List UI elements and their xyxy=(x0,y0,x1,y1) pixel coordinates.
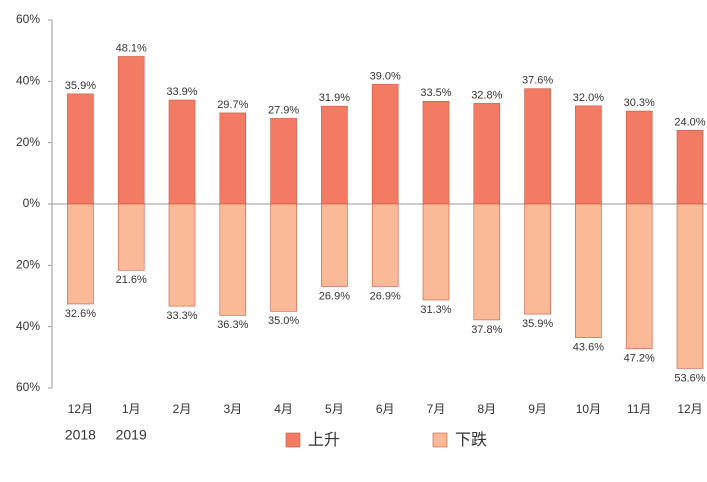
bar xyxy=(422,203,450,301)
legend-label: 下跌 xyxy=(455,431,487,449)
y-tick-label: 0% xyxy=(23,196,41,210)
bar xyxy=(575,203,602,339)
data-label: 35.9% xyxy=(522,318,553,330)
bar xyxy=(575,105,602,205)
legend-label: 上升 xyxy=(308,431,340,449)
data-label: 21.6% xyxy=(116,274,147,286)
data-label: 53.6% xyxy=(674,372,705,384)
y-tick-label: 20% xyxy=(16,258,40,272)
bar xyxy=(219,112,247,205)
x-tick-label: 10月 xyxy=(576,402,601,416)
x-tick-label: 2月 xyxy=(173,402,192,416)
bar xyxy=(676,130,704,205)
x-year-label: 2018 xyxy=(65,427,96,443)
data-label: 47.2% xyxy=(624,353,655,365)
legend-swatch xyxy=(432,432,448,448)
data-label: 43.6% xyxy=(573,342,604,354)
data-label: 33.3% xyxy=(166,310,197,322)
bar xyxy=(524,203,551,315)
bar xyxy=(270,118,297,205)
bar xyxy=(67,203,94,305)
bar xyxy=(117,56,145,205)
data-label: 24.0% xyxy=(674,116,705,128)
y-tick-label: 40% xyxy=(16,74,40,88)
y-tick-label: 60% xyxy=(16,380,40,394)
data-label: 48.1% xyxy=(116,42,147,54)
bar xyxy=(67,93,94,205)
bar xyxy=(422,100,450,205)
x-tick-label: 1月 xyxy=(122,402,141,416)
data-label: 39.0% xyxy=(370,70,401,82)
data-label: 32.8% xyxy=(471,89,502,101)
x-tick-label: 3月 xyxy=(223,402,242,416)
data-label: 29.7% xyxy=(217,99,248,111)
bar xyxy=(168,99,196,205)
data-label: 27.9% xyxy=(268,104,299,116)
data-label: 32.0% xyxy=(573,92,604,104)
legend-swatch xyxy=(285,432,301,448)
bar xyxy=(321,105,348,205)
x-tick-label: 12月 xyxy=(677,402,702,416)
x-tick-label: 6月 xyxy=(376,402,395,416)
data-label: 26.9% xyxy=(319,290,350,302)
data-label: 33.9% xyxy=(166,86,197,98)
data-label: 31.9% xyxy=(319,92,350,104)
x-tick-label: 7月 xyxy=(427,402,446,416)
y-tick-label: 40% xyxy=(16,319,40,333)
data-label: 26.9% xyxy=(370,290,401,302)
bar xyxy=(524,88,551,205)
bar xyxy=(270,203,297,312)
bar xyxy=(625,110,653,205)
x-tick-label: 9月 xyxy=(528,402,547,416)
data-label: 37.8% xyxy=(471,324,502,336)
x-year-label: 2019 xyxy=(116,427,147,443)
bar xyxy=(117,203,145,271)
y-tick-label: 20% xyxy=(16,135,40,149)
data-label: 32.6% xyxy=(65,308,96,320)
data-label: 35.0% xyxy=(268,315,299,327)
bar xyxy=(473,103,501,205)
bar xyxy=(473,203,501,321)
bar xyxy=(625,203,653,350)
bar xyxy=(321,203,348,287)
x-tick-label: 8月 xyxy=(477,402,496,416)
x-tick-label: 12月 xyxy=(68,402,93,416)
bar xyxy=(371,203,399,287)
bar xyxy=(168,203,196,307)
y-tick-label: 60% xyxy=(16,12,40,26)
bar xyxy=(676,203,704,369)
data-label: 30.3% xyxy=(624,97,655,109)
bar xyxy=(219,203,247,316)
data-label: 33.5% xyxy=(420,87,451,99)
data-label: 35.9% xyxy=(65,80,96,92)
data-label: 31.3% xyxy=(420,304,451,316)
data-label: 36.3% xyxy=(217,319,248,331)
x-tick-label: 11月 xyxy=(627,402,651,416)
data-label: 37.6% xyxy=(522,75,553,87)
x-tick-label: 4月 xyxy=(274,402,293,416)
bar xyxy=(371,84,399,205)
x-tick-label: 5月 xyxy=(325,402,344,416)
